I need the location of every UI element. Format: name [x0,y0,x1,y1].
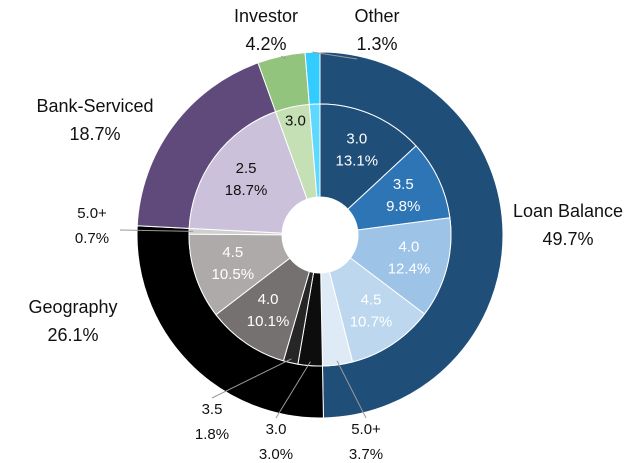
inner-value-label: 3.0% [259,446,293,463]
inner-name-label: 5.0+ [77,205,107,222]
inner-name-label: 4.5 [222,244,243,261]
inner-name-label: 3.0 [285,113,306,130]
inner-name-label: 4.5 [361,292,382,309]
outer-label: Bank-Serviced [36,96,153,116]
inner-value-label: 13.1% [336,153,379,170]
inner-name-label: 4.0 [258,291,279,308]
center-hole [282,197,358,273]
inner-name-label: 3.5 [202,401,223,418]
inner-value-label: 10.5% [212,266,255,283]
inner-name-label: 3.0 [266,421,287,438]
inner-name-label: 4.0 [399,238,420,255]
inner-value-label: 9.8% [386,198,420,215]
leader-line [275,361,311,419]
outer-value-label: 4.2% [245,34,286,54]
outer-value-label: 26.1% [47,325,98,345]
leader-line [211,358,292,399]
outer-label: Geography [28,297,117,317]
inner-name-label: 5.0+ [351,421,381,438]
inner-value-label: 0.7% [75,230,109,247]
inner-name-label: 3.0 [346,131,367,148]
outer-value-label: 49.7% [542,229,593,249]
leader-line [312,51,358,60]
leader-line [280,55,287,60]
inner-value-label: 10.7% [350,314,393,331]
leader-line [119,229,194,232]
inner-name-label: 3.5 [393,176,414,193]
leader-line [336,360,367,419]
inner-name-label: 2.5 [236,160,257,177]
outer-value-label: 18.7% [69,124,120,144]
outer-label: Investor [234,6,298,26]
inner-value-label: 1.8% [195,426,229,443]
inner-value-label: 18.7% [225,182,268,199]
inner-value-label: 10.1% [247,313,290,330]
outer-label: Loan Balance [513,201,623,221]
outer-value-label: 1.3% [356,34,397,54]
outer-label: Other [354,6,399,26]
inner-value-label: 12.4% [388,260,431,277]
inner-value-label: 3.7% [349,446,383,463]
